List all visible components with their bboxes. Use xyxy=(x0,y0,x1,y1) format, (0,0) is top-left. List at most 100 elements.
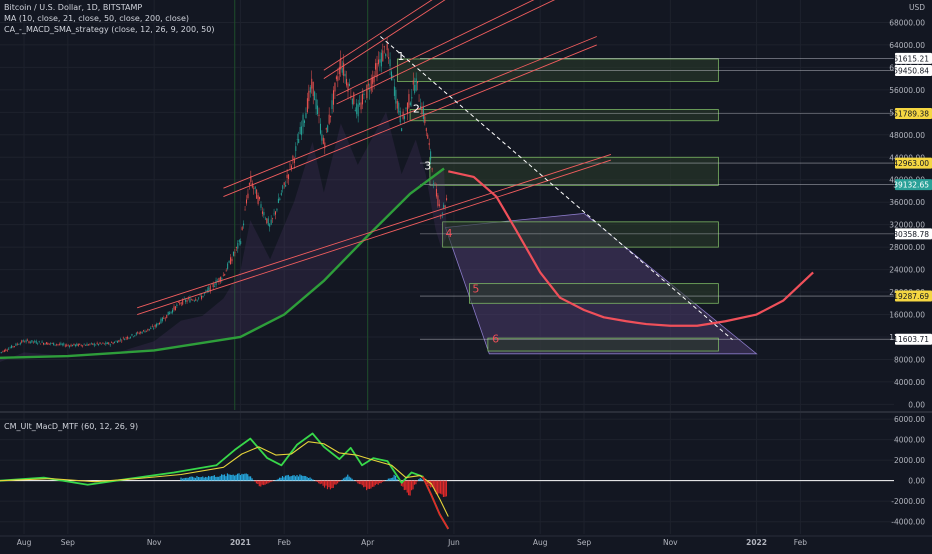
histogram-bar xyxy=(225,476,226,481)
histogram-bar xyxy=(394,475,395,481)
candle-body xyxy=(440,216,441,217)
candle-body xyxy=(291,166,292,169)
histogram-bar xyxy=(251,478,252,480)
candle-body xyxy=(282,185,283,188)
histogram-bar xyxy=(331,481,332,488)
candle-body xyxy=(97,343,98,344)
histogram-bar xyxy=(243,474,244,480)
histogram-bar xyxy=(201,477,202,481)
candle-body xyxy=(239,240,240,242)
histogram-bar xyxy=(311,479,312,481)
oscillator-indicator-label[interactable]: CM_Ult_MacD_MTF (60, 12, 26, 9) xyxy=(4,421,138,432)
candle-body xyxy=(363,94,364,95)
candle-body xyxy=(374,75,375,82)
x-tick-label: Sep xyxy=(577,538,591,547)
target-zone xyxy=(443,222,719,247)
histogram-bar xyxy=(262,481,263,485)
candle-body xyxy=(349,84,350,86)
candle-body xyxy=(62,344,63,345)
candle-body xyxy=(329,115,330,124)
candle-body xyxy=(71,345,72,347)
histogram-bar xyxy=(369,481,370,489)
candle-body xyxy=(394,86,395,95)
candle-body xyxy=(56,344,57,345)
candle-body xyxy=(55,345,56,346)
histogram-bar xyxy=(289,476,290,480)
histogram-bar xyxy=(320,481,321,484)
histogram-bar xyxy=(209,477,210,481)
histogram-bar xyxy=(215,477,216,481)
candle-body xyxy=(371,79,372,91)
candle-body xyxy=(295,146,296,151)
histogram-bar xyxy=(260,481,261,487)
histogram-bar xyxy=(414,481,415,485)
candle-body xyxy=(233,252,234,256)
candle-body xyxy=(333,90,334,104)
histogram-bar xyxy=(362,481,363,486)
histogram-bar xyxy=(381,481,382,484)
candle-body xyxy=(81,345,82,346)
candle-body xyxy=(413,80,414,84)
candle-body xyxy=(118,340,119,342)
histogram-bar xyxy=(205,477,206,481)
histogram-bar xyxy=(360,481,361,485)
candle-body xyxy=(305,113,306,118)
candle-body xyxy=(73,344,74,345)
histogram-bar xyxy=(212,476,213,481)
histogram-bar xyxy=(412,481,413,490)
candle-body xyxy=(378,60,379,65)
candle-body xyxy=(368,84,369,86)
candle-body xyxy=(361,102,362,109)
candle-body xyxy=(198,297,199,298)
strategy-indicator-label[interactable]: CA_-_MACD_SMA_strategy (close, 12, 26, 9… xyxy=(4,24,214,35)
candle-body xyxy=(84,345,85,346)
histogram-bar xyxy=(378,481,379,485)
candle-body xyxy=(385,54,386,56)
histogram-bar xyxy=(418,479,419,481)
candle-body xyxy=(274,214,275,215)
histogram-bar xyxy=(363,481,364,488)
histogram-bar xyxy=(309,477,310,480)
symbol-title[interactable]: Bitcoin / U.S. Dollar, 1D, BITSTAMP xyxy=(4,2,214,13)
candle-body xyxy=(172,310,173,313)
candle-body xyxy=(60,343,61,345)
candle-body xyxy=(169,313,170,315)
histogram-bar xyxy=(294,475,295,481)
histogram-bar xyxy=(338,481,339,482)
histogram-bar xyxy=(443,481,444,497)
candle-body xyxy=(117,341,118,343)
histogram-bar xyxy=(231,475,232,481)
candle-body xyxy=(192,300,193,301)
histogram-bar xyxy=(382,481,383,482)
candle-body xyxy=(116,341,117,342)
histogram-bar xyxy=(189,477,190,481)
osc-y-tick-label: -4000.00 xyxy=(891,518,925,527)
histogram-bar xyxy=(337,481,338,484)
candle-body xyxy=(408,94,409,108)
candle-body xyxy=(229,261,230,263)
candle-body xyxy=(321,134,322,140)
histogram-bar xyxy=(405,481,406,490)
histogram-bar xyxy=(353,480,354,481)
candle-body xyxy=(236,247,237,248)
wave-label-5: 5 xyxy=(472,283,479,296)
candle-body xyxy=(23,340,24,341)
candle-body xyxy=(432,168,433,169)
candle-body xyxy=(426,128,427,131)
candle-body xyxy=(259,197,260,199)
candle-body xyxy=(162,318,163,321)
candle-body xyxy=(205,291,206,292)
candle-body xyxy=(269,224,270,226)
candle-body xyxy=(227,263,228,268)
histogram-bar xyxy=(392,478,393,481)
histogram-bar xyxy=(323,481,324,486)
candle-body xyxy=(297,139,298,140)
histogram-bar xyxy=(315,481,316,482)
ma-indicator-label[interactable]: MA (10, close, 21, close, 50, close, 200… xyxy=(4,13,214,24)
candle-body xyxy=(69,346,70,347)
histogram-bar xyxy=(227,473,228,480)
candle-body xyxy=(104,344,105,345)
histogram-bar xyxy=(218,477,219,481)
candle-body xyxy=(317,106,318,115)
